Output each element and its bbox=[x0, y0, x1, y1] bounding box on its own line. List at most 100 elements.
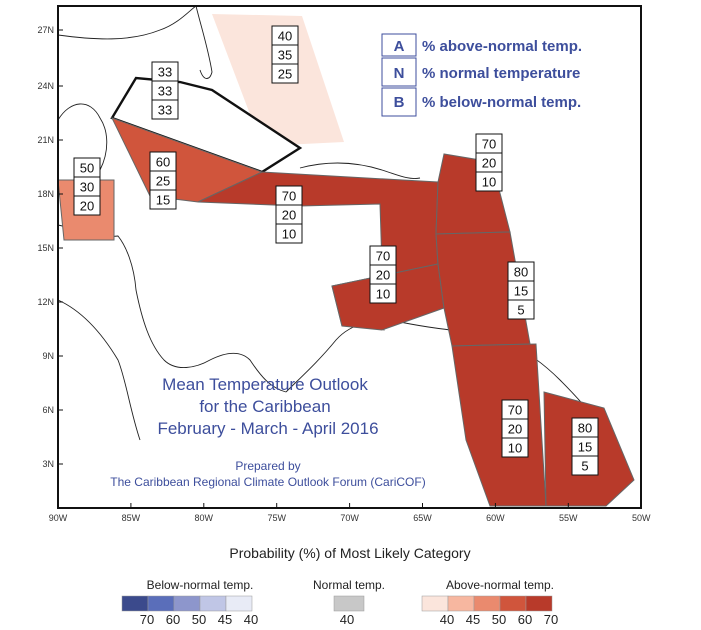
legend-swatch bbox=[333, 595, 365, 612]
organization: The Caribbean Regional Climate Outlook F… bbox=[110, 475, 425, 489]
probability-value: 20 bbox=[376, 268, 390, 283]
probability-value: 10 bbox=[282, 227, 296, 242]
probability-value: 70 bbox=[282, 189, 296, 204]
title-line-2: for the Caribbean bbox=[199, 397, 330, 416]
probability-box bbox=[507, 299, 535, 320]
probability-value: 15 bbox=[578, 440, 592, 455]
probability-box bbox=[501, 437, 529, 458]
legend-group-label: Above-normal temp. bbox=[446, 578, 554, 592]
lon-label: 80W bbox=[195, 513, 214, 523]
probability-value: 25 bbox=[278, 67, 292, 82]
legend-group-label: Below-normal temp. bbox=[147, 578, 254, 592]
legend-swatch bbox=[147, 595, 175, 612]
legend-value: 45 bbox=[218, 612, 232, 627]
probability-value: 15 bbox=[514, 284, 528, 299]
probability-box bbox=[151, 99, 179, 120]
probability-value: 20 bbox=[508, 422, 522, 437]
lat-label: 3N bbox=[42, 459, 54, 469]
legend-swatch bbox=[525, 595, 553, 612]
lat-label: 6N bbox=[42, 405, 54, 415]
probability-box bbox=[475, 171, 503, 192]
lat-axis: 27N 24N 21N 18N 15N 12N 9N 6N 3N bbox=[37, 25, 63, 469]
lat-label: 9N bbox=[42, 351, 54, 361]
legend-swatch bbox=[421, 595, 449, 612]
lat-label: 21N bbox=[37, 135, 54, 145]
legend-value: 50 bbox=[492, 612, 506, 627]
probability-value: 20 bbox=[482, 156, 496, 171]
lat-label: 15N bbox=[37, 243, 54, 253]
probability-value: 50 bbox=[80, 161, 94, 176]
legend-value: 50 bbox=[192, 612, 206, 627]
lon-label: 90W bbox=[49, 513, 68, 523]
lat-label: 27N bbox=[37, 25, 54, 35]
lon-label: 75W bbox=[267, 513, 286, 523]
key-letter-b: B bbox=[394, 94, 405, 111]
lon-label: 50W bbox=[632, 513, 651, 523]
probability-boxes: 40 35 25 33 33 33 50 30 20 60 25 15 70 20 10 70 20 10 70 20… bbox=[73, 25, 599, 476]
probability-value: 70 bbox=[376, 249, 390, 264]
zone-guyana bbox=[451, 343, 547, 507]
legend-value: 40 bbox=[340, 612, 354, 627]
probability-value: 20 bbox=[80, 199, 94, 214]
probability-value: 5 bbox=[517, 303, 524, 318]
probability-box bbox=[149, 189, 177, 210]
lat-label: 24N bbox=[37, 81, 54, 91]
probability-value: 35 bbox=[278, 48, 292, 63]
lon-label: 85W bbox=[122, 513, 141, 523]
color-legend: Below-normal temp. 70 60 50 45 40 Normal temp.… bbox=[121, 578, 558, 627]
probability-value: 30 bbox=[80, 180, 94, 195]
key-text-n: % normal temperature bbox=[422, 65, 580, 82]
legend-title: Probability (%) of Most Likely Category bbox=[229, 545, 470, 561]
title-block: Mean Temperature Outlook for the Caribbe… bbox=[110, 375, 425, 489]
probability-value: 5 bbox=[581, 459, 588, 474]
key-text-b: % below-normal temp. bbox=[422, 94, 581, 111]
probability-value: 80 bbox=[514, 265, 528, 280]
lon-label: 65W bbox=[413, 513, 432, 523]
legend-swatch bbox=[473, 595, 501, 612]
map-frame bbox=[57, 5, 642, 509]
legend-swatch bbox=[499, 595, 527, 612]
probability-value: 15 bbox=[156, 193, 170, 208]
probability-value: 80 bbox=[578, 421, 592, 436]
probability-value: 33 bbox=[158, 103, 172, 118]
key-text-a: % above-normal temp. bbox=[422, 38, 582, 55]
probability-box bbox=[369, 283, 397, 304]
legend-value: 60 bbox=[166, 612, 180, 627]
prepared-by: Prepared by bbox=[235, 459, 300, 473]
title-line-3: February - March - April 2016 bbox=[157, 419, 378, 438]
legend-swatch bbox=[199, 595, 227, 612]
legend-value: 60 bbox=[518, 612, 532, 627]
legend-value: 40 bbox=[440, 612, 454, 627]
probability-value: 33 bbox=[158, 84, 172, 99]
legend-value: 70 bbox=[544, 612, 558, 627]
key-letter-n: N bbox=[394, 65, 405, 82]
lat-label: 12N bbox=[37, 297, 54, 307]
title-line-1: Mean Temperature Outlook bbox=[162, 375, 368, 394]
probability-value: 40 bbox=[278, 29, 292, 44]
legend-swatch bbox=[447, 595, 475, 612]
probability-value: 10 bbox=[482, 175, 496, 190]
probability-value: 70 bbox=[508, 403, 522, 418]
probability-value: 20 bbox=[282, 208, 296, 223]
key-letter-a: A bbox=[394, 38, 405, 55]
probability-value: 70 bbox=[482, 137, 496, 152]
probability-value: 33 bbox=[158, 65, 172, 80]
lon-label: 55W bbox=[559, 513, 578, 523]
lat-label: 18N bbox=[37, 189, 54, 199]
legend-value: 45 bbox=[466, 612, 480, 627]
legend-group-label: Normal temp. bbox=[313, 578, 385, 592]
probability-value: 10 bbox=[376, 287, 390, 302]
probability-box bbox=[275, 223, 303, 244]
legend-value: 70 bbox=[140, 612, 154, 627]
legend-swatch bbox=[121, 595, 149, 612]
lon-label: 60W bbox=[486, 513, 505, 523]
probability-value: 10 bbox=[508, 441, 522, 456]
lon-label: 70W bbox=[340, 513, 359, 523]
category-key: A N B % above-normal temp. % normal temp… bbox=[381, 33, 582, 117]
lon-axis: 90W 85W 80W 75W 70W 65W 60W 55W 50W bbox=[49, 503, 651, 523]
probability-box bbox=[271, 63, 299, 84]
legend-swatch bbox=[173, 595, 201, 612]
legend-swatch bbox=[225, 595, 253, 612]
probability-box bbox=[571, 455, 599, 476]
